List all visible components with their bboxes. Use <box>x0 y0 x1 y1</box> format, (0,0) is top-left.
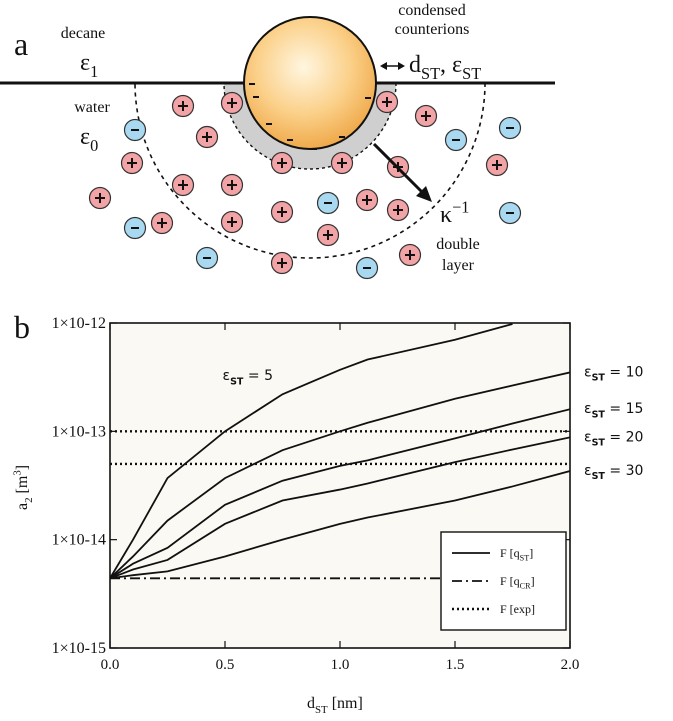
cation <box>377 92 398 113</box>
curve-label-part: ε <box>584 429 592 445</box>
particle <box>244 17 376 149</box>
cation <box>318 225 339 246</box>
dst-arrowhead <box>398 62 405 70</box>
curve-label-part: ST <box>230 376 244 387</box>
anion <box>125 120 146 141</box>
annotation: double <box>436 236 480 253</box>
y-tick-label: 1×10-13 <box>52 423 106 440</box>
stern-label-part: ST <box>462 64 481 83</box>
curve-label-part: ε <box>584 364 592 380</box>
legend-label-part: F [exp] <box>500 602 535 616</box>
curve-label-part: ST <box>592 438 606 449</box>
y-tick-label: 1×10-12 <box>52 315 106 332</box>
cation <box>152 213 173 234</box>
cation <box>272 253 293 274</box>
anion <box>125 218 146 239</box>
x-tick-label: 1.5 <box>446 657 465 673</box>
cation <box>388 200 409 221</box>
cation <box>173 175 194 196</box>
legend-label-part: ] <box>529 546 533 560</box>
debye-label-part: κ <box>440 202 452 228</box>
curve-label-part: = 20 <box>605 429 643 445</box>
anion <box>318 193 339 214</box>
y-axis-label-part: a <box>14 503 31 510</box>
debye-arrow <box>374 144 424 194</box>
anion <box>500 118 521 139</box>
medium-label: decane <box>61 25 105 42</box>
curve-label: εST = 10 <box>584 364 643 383</box>
permittivity-label-part: 1 <box>90 62 98 81</box>
cation <box>416 106 437 127</box>
legend-label: F [exp] <box>500 602 535 616</box>
legend-label-part: ST <box>520 554 530 563</box>
x-tick-label: 2.0 <box>561 657 580 673</box>
legend-label-part: ] <box>531 574 535 588</box>
curve-label-part: = 5 <box>243 368 273 384</box>
x-axis-label-part: [nm] <box>328 695 363 712</box>
y-tick-label: 1×10-15 <box>52 640 106 657</box>
permittivity-label-part: 0 <box>90 136 98 155</box>
x-axis-label: dST [nm] <box>307 695 363 716</box>
permittivity-label-part: ε <box>80 50 90 76</box>
x-tick-label: 0.0 <box>101 657 120 673</box>
curve-label: εST = 30 <box>584 463 643 482</box>
cation <box>173 96 194 117</box>
cation <box>272 153 293 174</box>
x-axis-label-part: d <box>307 695 315 712</box>
curve-label-part: ε <box>584 401 592 417</box>
y-axis-label-part: [m <box>14 475 31 497</box>
panel-label: a <box>14 26 28 62</box>
y-tick-label: 1×10-14 <box>52 532 106 549</box>
permittivity-label: ε0 <box>80 124 98 155</box>
cation <box>122 153 143 174</box>
cation <box>222 212 243 233</box>
y-axis-label-part: ] <box>14 465 31 470</box>
cation <box>400 245 421 266</box>
anion <box>500 203 521 224</box>
cation <box>222 93 243 114</box>
anion <box>197 248 218 269</box>
legend-label-part: F [q <box>500 574 520 588</box>
cation <box>90 188 111 209</box>
cation <box>332 153 353 174</box>
curve-label-part: = 10 <box>605 364 643 380</box>
stern-label: dST, εST <box>409 52 481 83</box>
annotation: condensed <box>398 2 466 19</box>
legend-label-part: F [q <box>500 546 520 560</box>
debye-label-part: −1 <box>452 197 469 216</box>
stern-label-part: ST <box>421 64 440 83</box>
anion <box>357 258 378 279</box>
dst-arrowhead <box>380 62 387 70</box>
x-tick-label: 1.0 <box>331 657 350 673</box>
curve-label-part: = 30 <box>605 463 643 479</box>
stern-label-part: , ε <box>440 52 462 78</box>
cation <box>222 175 243 196</box>
cation <box>272 202 293 223</box>
permittivity-label-part: ε <box>80 124 90 150</box>
curve-label: εST = 15 <box>584 401 643 420</box>
y-axis-label: a2 [m3] <box>12 465 35 510</box>
curve-label-part: ε <box>223 368 231 384</box>
curve-label-part: = 15 <box>605 401 643 417</box>
cation <box>487 155 508 176</box>
permittivity-label: ε1 <box>80 50 98 81</box>
x-tick-label: 0.5 <box>216 657 235 673</box>
curve-label-part: ST <box>592 373 606 384</box>
curve-label-part: ST <box>592 471 606 482</box>
medium-label: water <box>74 99 110 116</box>
curve-label-part: ε <box>584 463 592 479</box>
annotation: layer <box>442 257 475 274</box>
anion <box>446 130 467 151</box>
annotation: counterions <box>395 21 470 38</box>
legend-label-part: CR <box>520 582 531 591</box>
curve-label: εST = 20 <box>584 429 643 448</box>
figure: adecaneε1condensedcounterionsdST, εSTwat… <box>0 0 673 721</box>
x-axis-label-part: ST <box>315 704 328 716</box>
curve-label-part: ST <box>592 409 606 420</box>
stern-label-part: d <box>409 52 421 78</box>
debye-label: κ−1 <box>440 197 469 228</box>
cation <box>197 127 218 148</box>
panel-label: b <box>14 309 30 345</box>
cation <box>357 190 378 211</box>
